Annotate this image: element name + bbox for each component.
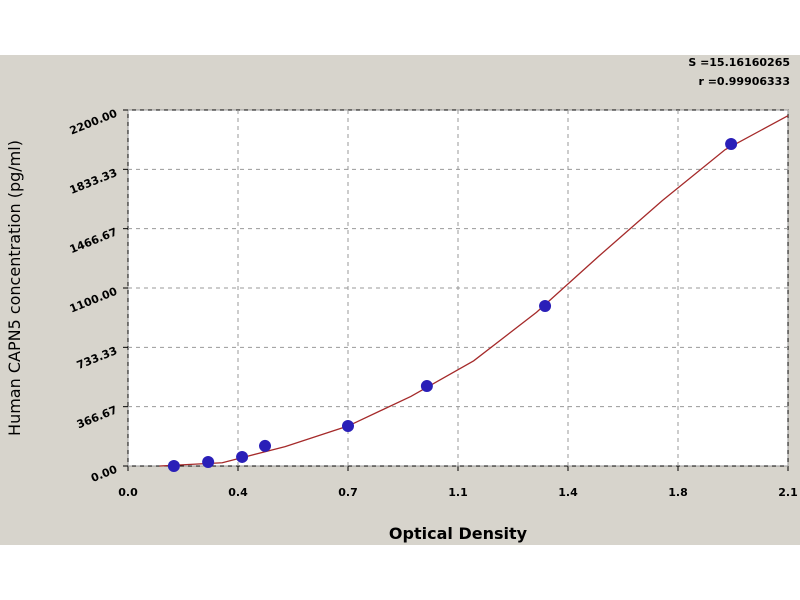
data-point: [167, 460, 180, 472]
fit-curve: [159, 115, 789, 467]
x-tick-label: 1.1: [448, 486, 468, 499]
x-tick-label: 0.0: [118, 486, 138, 499]
data-point: [236, 450, 249, 463]
data-point: [342, 420, 354, 433]
x-tick-label: 2.1: [778, 486, 798, 499]
data-point: [539, 299, 552, 312]
y-axis-title: Human CAPN5 concentration (pg/ml): [5, 140, 24, 436]
x-tick-label: 0.4: [228, 486, 248, 499]
x-tick-label: 0.7: [338, 486, 358, 499]
x-axis-title: Optical Density: [389, 524, 528, 543]
x-tick-label: 1.4: [558, 486, 578, 499]
annotation: r =0.99906333: [698, 75, 790, 88]
annotation: S =15.16160265: [688, 56, 790, 69]
x-tick-label: 1.8: [668, 486, 688, 499]
data-point: [725, 137, 738, 150]
data-point: [259, 439, 272, 452]
data-point: [420, 380, 433, 393]
data-point: [202, 455, 215, 468]
